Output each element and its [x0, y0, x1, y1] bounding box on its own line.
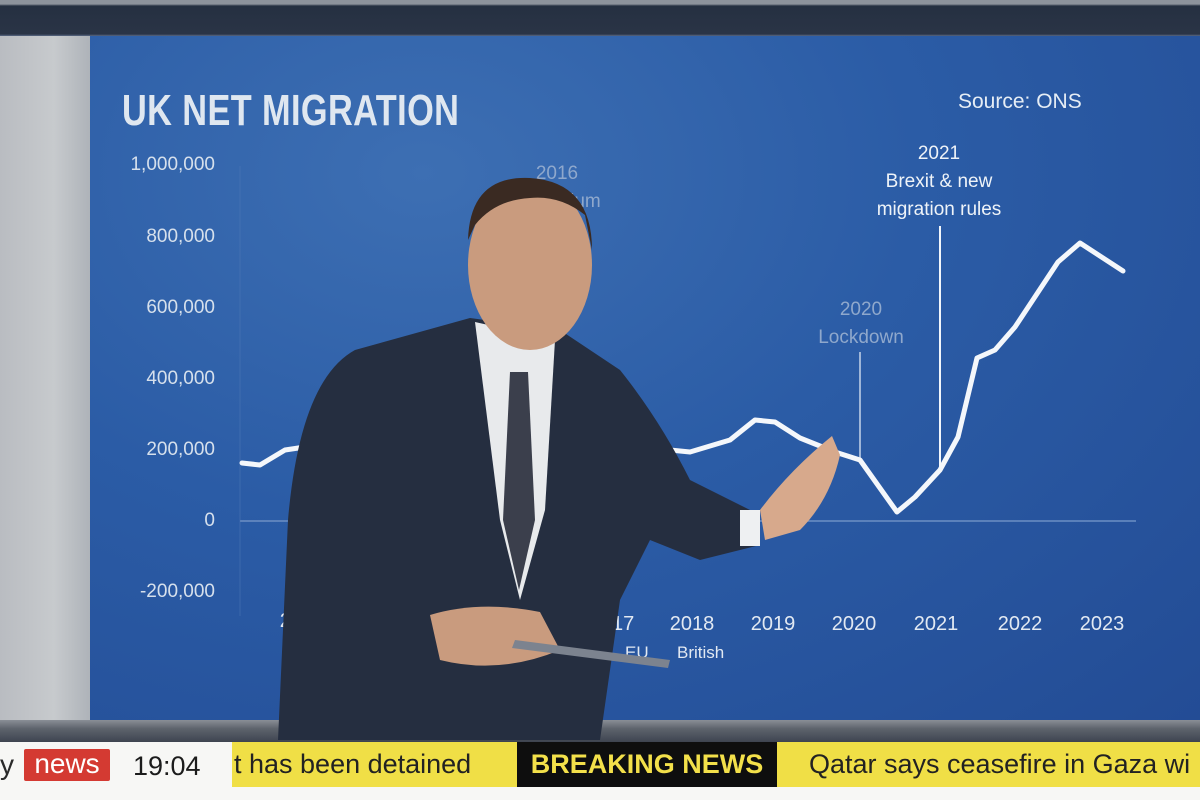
chart-screen: UK NET MIGRATION Source: ONS 1,000,000 8… — [90, 36, 1200, 721]
chart-source: Source: ONS — [958, 90, 1082, 113]
breaking-news-label: BREAKING NEWS — [517, 742, 777, 787]
sky-logo-text: y — [0, 749, 14, 780]
chart-title: UK NET MIGRATION — [122, 86, 460, 135]
y-tick-0: 0 — [204, 510, 215, 531]
annotation-2021: 2021 Brexit & new migration rules — [877, 140, 1002, 224]
x-tick-2019: 2019 — [750, 613, 796, 635]
studio-wall — [0, 36, 90, 721]
x-tick-2020: 2020 — [831, 613, 877, 635]
y-tick-200000: 200,000 — [146, 439, 215, 460]
line-plot — [239, 166, 1136, 616]
broadcast-clock: 19:04 — [133, 751, 201, 781]
annotation-2020: 2020 Lockdown — [818, 296, 904, 352]
news-logo-badge: news — [24, 749, 110, 781]
annotation-2020-label: Lockdown — [818, 327, 904, 348]
net-migration-line — [239, 240, 1126, 515]
y-tick-800000: 800,000 — [146, 226, 215, 247]
annotation-2021-line1: Brexit & new — [885, 171, 993, 192]
ticker-current-headline: Qatar says ceasefire in Gaza wi — [777, 742, 1200, 787]
annotation-2020-year: 2020 — [839, 299, 883, 320]
x-tick-2023: 2023 — [1079, 613, 1125, 635]
y-tick-400000: 400,000 — [146, 368, 215, 389]
y-tick-neg200000: -200,000 — [139, 581, 215, 602]
y-tick-1000000: 1,000,000 — [130, 154, 215, 175]
ticker-previous-headline: t has been detained — [232, 742, 517, 787]
y-tick-600000: 600,000 — [146, 297, 215, 318]
ticker-previous-text: t has been detained — [234, 749, 472, 779]
ticker-current-text: Qatar says ceasefire in Gaza wi — [809, 749, 1191, 779]
annotation-2021-year: 2021 — [917, 143, 961, 164]
annotation-2021-line2: migration rules — [876, 199, 1002, 220]
x-tick-2022: 2022 — [997, 613, 1043, 635]
top-bezel — [0, 0, 1200, 36]
x-tick-2021: 2021 — [913, 613, 959, 635]
studio-floor-strip — [0, 720, 1200, 742]
